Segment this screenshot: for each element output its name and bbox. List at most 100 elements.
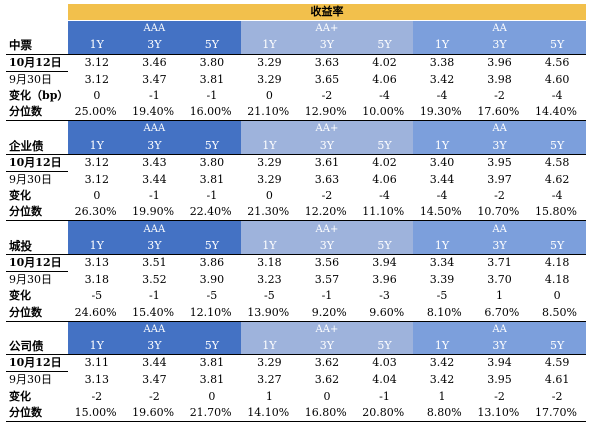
row-label: 10月12日 [6,154,69,173]
table-cell: 3.63 [314,55,340,69]
table-cell: 3.81 [199,356,225,370]
table-cell: 14.40% [528,104,586,122]
table-cell: 21.70% [183,404,241,422]
section-header-row: 中票 1Y 3Y 5Y 1Y 3Y 5Y 1Y 3Y 5Y [6,37,586,55]
row-label: 9月30日 [9,373,52,387]
tenor-header: 5Y [355,137,414,155]
tenor-header: 5Y [528,337,586,355]
table-cell: 3.98 [487,72,512,86]
rating-group-header: AA [413,120,586,138]
tenor-header: 1Y [68,137,126,155]
section-name: 城投 [6,237,69,255]
table-cell: 3.42 [429,356,455,370]
tenor-header: 1Y [68,337,126,355]
table-cell: -4 [551,189,563,203]
table-cell: -4 [551,89,563,103]
tenor-header: 5Y [183,37,241,55]
table-cell: 10.00% [355,104,414,122]
section-name: 中票 [6,37,69,55]
table-cell: 4.02 [372,55,397,69]
tenor-header: 1Y [240,237,299,255]
table-cell: 3.62 [314,373,340,387]
table-cell: 4.59 [544,356,570,370]
table-cell: 3.96 [487,55,512,69]
table-cell: 3.47 [142,373,167,387]
table-cell: 1 [265,389,273,403]
table-cell: 12.20% [298,204,356,222]
table-cell: -2 [494,389,505,403]
tenor-header: 3Y [470,237,529,255]
tenor-header: 3Y [470,337,529,355]
table-row: 变化（bp） 0 -1 -1 0 -2 -4 -4 -2 -4 [6,88,586,104]
tenor-header: 5Y [183,237,241,255]
group-header-row: AAA AA+ AA [6,220,586,238]
table-cell: 3.42 [429,373,455,387]
row-label: 分位数 [6,404,69,422]
tenor-header: 1Y [240,137,299,155]
table-cell: 20.80% [355,404,414,422]
table-cell: -5 [264,289,275,303]
tenor-header: 3Y [125,37,184,55]
table-cell: 14.50% [413,204,471,222]
table-cell: 3.13 [84,256,110,270]
table-cell: 3.71 [487,256,512,270]
tenor-header: 1Y [413,237,471,255]
rating-group-header: AAA [68,320,241,338]
table-cell: 11.10% [355,204,414,222]
table-cell: 3.29 [257,356,282,370]
tenor-header: 1Y [240,37,299,55]
table-title: 收益率 [68,4,586,22]
table-cell: 3.51 [142,256,167,270]
row-label: 分位数 [6,204,69,222]
title-row: 收益率 [6,4,586,22]
table-cell: 4.56 [544,55,570,69]
table-cell: 26.30% [68,204,126,222]
table-cell: 3.65 [314,72,340,86]
table-cell: 16.80% [298,404,356,422]
table-cell: 3.18 [257,256,282,270]
row-label: 变化（bp） [9,89,69,103]
section-header-row: 企业债 1Y 3Y 5Y 1Y 3Y 5Y 1Y 3Y 5Y [6,137,586,155]
table-cell: 3.11 [84,356,110,370]
table-cell: 3.96 [372,273,397,286]
table-row: 10月12日 3.11 3.44 3.81 3.29 3.62 4.03 3.42 3.94 4.… [6,354,586,373]
table-row: 9月30日 3.13 3.47 3.81 3.27 3.62 4.04 3.42 3.95 4.6… [6,372,586,389]
table-cell: -4 [379,89,390,103]
tenor-header: 5Y [528,37,586,55]
table-cell: 3.97 [487,172,512,186]
row-label: 9月30日 [9,72,52,86]
table-cell: 1 [496,289,504,303]
tenor-header: 3Y [125,237,184,255]
table-cell: -1 [321,289,333,303]
table-row: 变化 0 -1 -1 0 -2 -4 -4 -2 -4 [6,188,586,204]
rating-group-header: AAA [68,120,241,138]
tenor-header: 1Y [413,337,471,355]
table-cell: 0 [93,189,101,203]
table-cell: -3 [379,289,390,303]
table-cell: 3.40 [429,156,455,170]
table-cell: 3.70 [487,273,512,286]
table-cell: 3.44 [429,172,455,186]
table-cell: 19.30% [413,104,471,122]
table-cell: 3.81 [199,373,225,387]
table-cell: 3.46 [142,55,167,69]
table-cell: 10.70% [470,204,529,222]
table-cell: 15.40% [125,304,184,322]
table-cell: 4.18 [544,256,570,270]
table-cell: 3.42 [429,72,455,86]
table-cell: 3.38 [429,55,455,69]
tenor-header: 5Y [355,237,414,255]
table-cell: 3.57 [314,273,340,286]
table-cell: 3.29 [257,72,282,86]
tenor-header: 3Y [125,137,184,155]
table-cell: 4.06 [372,72,397,86]
table-cell: 3.86 [199,256,225,270]
table-cell: 3.90 [199,273,225,286]
table-cell: -1 [206,189,218,203]
table-cell: 3.94 [487,356,512,370]
table-cell: -5 [206,289,218,303]
row-label: 变化 [9,389,31,403]
rating-group-header: AA+ [240,120,414,138]
table-row: 10月12日 3.12 3.43 3.80 3.29 3.61 4.02 3.40 3.95 4.… [6,154,586,173]
table-cell: 14.10% [240,404,299,422]
